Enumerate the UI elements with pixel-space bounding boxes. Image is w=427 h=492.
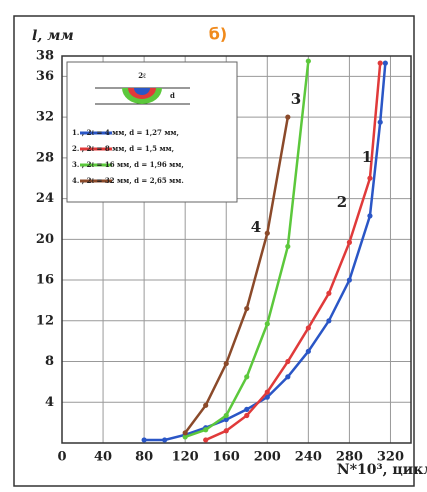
legend-label: 4. , 2ℓ = 32 мм, d = 2,65 мм. xyxy=(72,176,184,185)
data-point xyxy=(305,58,311,64)
x-tick-label: 160 xyxy=(213,450,240,465)
y-tick-label: 24 xyxy=(36,191,54,206)
data-point xyxy=(285,114,291,120)
legend-label: 1. , 2ℓ = 4 мм, d = 1,27 мм, xyxy=(72,128,179,137)
x-tick-label: 0 xyxy=(57,450,66,465)
data-point xyxy=(203,437,209,443)
series-line xyxy=(144,63,387,442)
weld-dimension: 2ℓ xyxy=(138,71,146,80)
data-point xyxy=(223,412,229,419)
x-tick-label: 40 xyxy=(94,450,112,465)
data-point xyxy=(223,416,229,423)
data-point xyxy=(223,428,229,434)
data-point xyxy=(141,437,147,443)
series-line xyxy=(205,63,382,442)
data-point xyxy=(244,406,250,412)
y-tick-label: 4 xyxy=(45,395,54,410)
curve-label: 2 xyxy=(337,193,347,211)
data-point xyxy=(244,305,250,312)
data-point xyxy=(182,430,188,436)
data-point xyxy=(305,325,311,331)
y-tick-label: 32 xyxy=(36,110,54,125)
data-point xyxy=(203,427,209,433)
data-point xyxy=(326,318,332,324)
data-point xyxy=(244,374,250,380)
data-point xyxy=(285,374,291,380)
curve-label: 3 xyxy=(291,90,301,108)
legend-label: 3. , 2ℓ = 16 мм, d = 1,96 мм, xyxy=(72,160,184,169)
data-point xyxy=(377,60,383,66)
curve-label: 4 xyxy=(251,218,261,236)
y-tick-label: 8 xyxy=(45,354,54,369)
data-point xyxy=(264,230,270,236)
y-tick-label: 38 xyxy=(36,49,54,64)
data-point xyxy=(264,394,270,400)
x-tick-label: 280 xyxy=(336,450,363,465)
x-tick-label: 200 xyxy=(254,450,281,465)
chart-title: б) xyxy=(209,25,227,44)
data-point xyxy=(346,277,353,283)
y-tick-label: 36 xyxy=(36,69,54,84)
legend-label: 2. , 2ℓ = 8 мм, d = 1,5 мм, xyxy=(72,144,174,153)
x-tick-label: 240 xyxy=(295,450,322,465)
data-point xyxy=(223,360,229,367)
curve-label: 1 xyxy=(362,148,372,166)
y-tick-label: 28 xyxy=(36,150,54,165)
data-point xyxy=(285,358,291,365)
y-tick-label: 16 xyxy=(36,273,54,288)
data-point xyxy=(244,412,250,419)
data-point xyxy=(182,434,188,440)
plot-frame xyxy=(61,55,412,444)
data-point xyxy=(377,119,383,125)
data-point xyxy=(326,290,332,296)
data-point xyxy=(264,389,270,395)
data-point xyxy=(382,60,388,66)
data-point xyxy=(285,243,291,250)
x-axis-label: N*10³, цикл xyxy=(337,462,427,478)
weld-zone xyxy=(134,88,150,95)
y-axis-label: l, мм xyxy=(32,28,74,44)
x-tick-label: 80 xyxy=(135,450,153,465)
data-point xyxy=(264,321,270,327)
data-point xyxy=(203,402,209,408)
series-line xyxy=(184,116,290,434)
x-tick-label: 320 xyxy=(377,450,404,465)
data-point xyxy=(162,437,168,443)
y-tick-label: 12 xyxy=(36,313,54,328)
y-tick-label: 20 xyxy=(36,232,54,247)
data-point xyxy=(305,348,311,354)
weld-dimension: d xyxy=(170,91,175,100)
data-point xyxy=(367,175,373,181)
x-tick-label: 120 xyxy=(172,450,199,465)
data-point xyxy=(367,213,373,219)
data-point xyxy=(346,239,353,245)
